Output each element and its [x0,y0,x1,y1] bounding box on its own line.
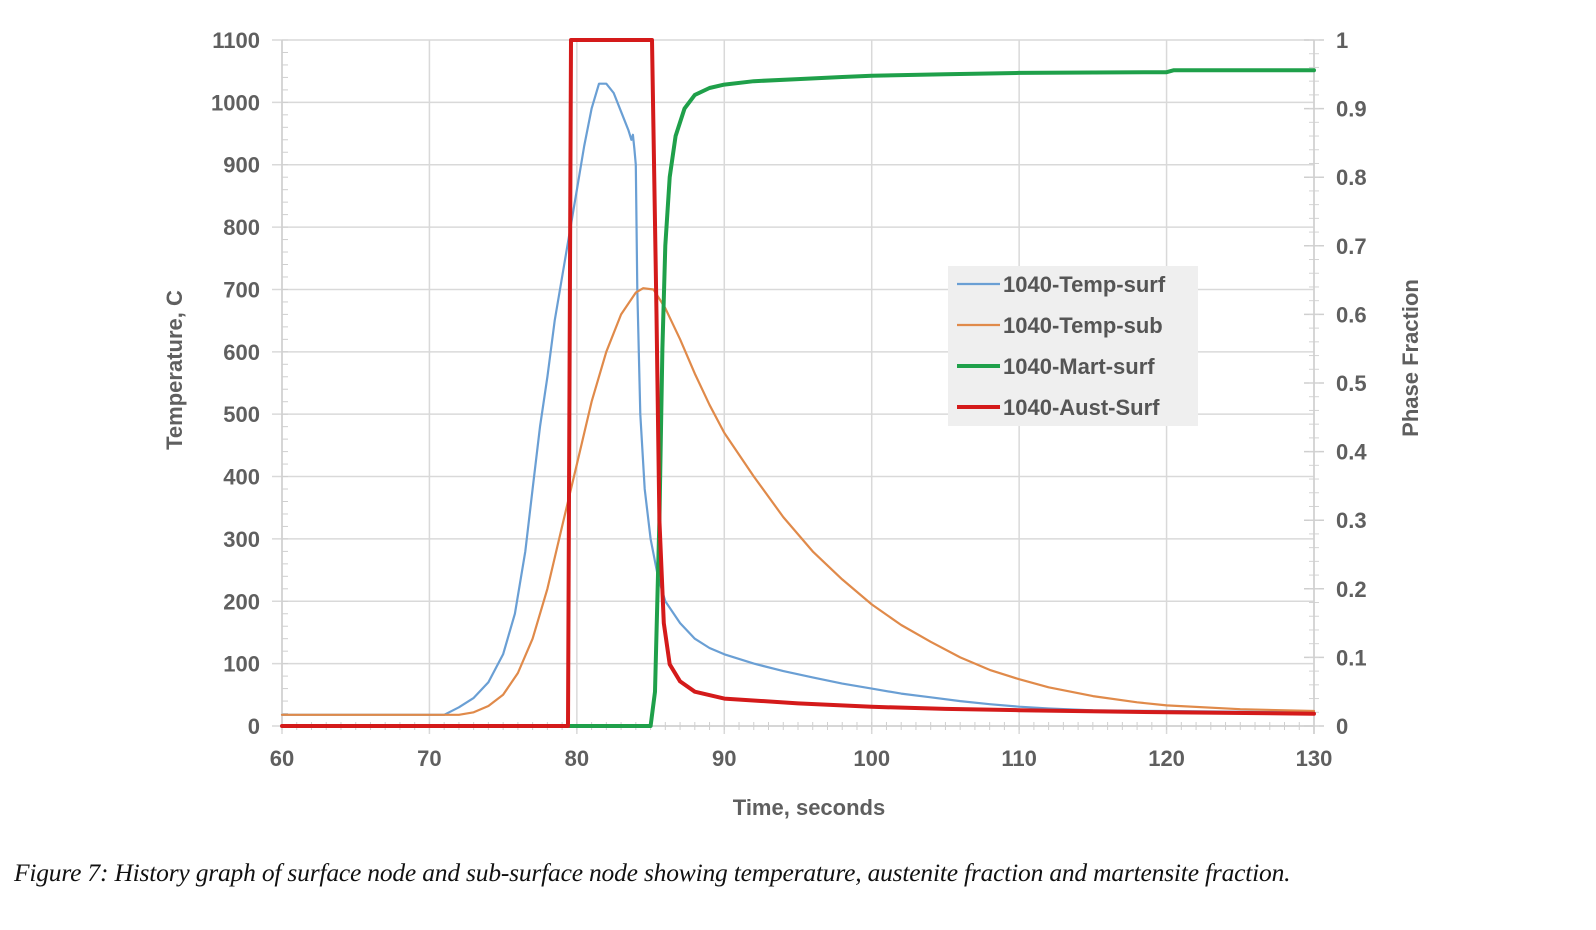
y-tick-label: 600 [223,340,260,365]
y-tick-label: 800 [223,215,260,240]
y-tick-label: 500 [223,402,260,427]
x-tick-label: 120 [1148,746,1185,771]
legend-label: 1040-Temp-sub [1003,313,1163,338]
legend-background [948,266,1198,426]
left-y-axis-ticks: 0 100 200 300 400 500 600 700 800 900 1000 1100 [211,28,260,739]
y2-tick-label: 0.3 [1336,508,1367,533]
x-tick-label: 110 [1001,746,1037,771]
legend-label: 1040-Temp-surf [1003,272,1166,297]
legend: 1040-Temp-surf 1040-Temp-sub 1040-Mart-sur… [948,266,1198,426]
y2-tick-label: 1 [1336,28,1348,53]
data-series [280,38,1316,728]
y2-tick-label: 0.2 [1336,577,1367,602]
y2-tick-label: 0.6 [1336,302,1367,327]
y2-tick-label: 0.8 [1336,165,1367,190]
x-tick-label: 70 [417,746,441,771]
y2-tick-label: 0.4 [1336,440,1367,465]
series-line-1040-mart-surf [567,68,1316,728]
y-tick-label: 1000 [211,90,260,115]
y-tick-label: 700 [223,277,260,302]
x-axis-title: Time, seconds [733,795,885,820]
y-tick-label: 100 [223,652,260,677]
y-tick-label: 900 [223,153,260,178]
series-line-1040-temp-sub [280,287,1316,716]
x-tick-label: 100 [853,746,890,771]
y-tick-label: 400 [223,465,260,490]
series-line-1040-aust-surf [280,38,1316,728]
y-tick-label: 0 [248,714,260,739]
y2-tick-label: 0.5 [1336,371,1367,396]
right-y-axis-ticks: 0 0.1 0.2 0.3 0.4 0.5 0.6 0.7 0.8 0.9 1 [1336,28,1367,739]
figure-caption: Figure 7: History graph of surface node … [14,858,1291,887]
legend-label: 1040-Aust-Surf [1003,395,1160,420]
series-line-1040-temp-surf [280,82,1316,716]
y-tick-label: 200 [223,589,260,614]
y-axis-title: Temperature, C [162,290,187,450]
x-tick-label: 90 [712,746,736,771]
y-tick-label: 1100 [212,28,260,53]
legend-label: 1040-Mart-surf [1003,354,1155,379]
y2-tick-label: 0.1 [1336,645,1367,670]
x-tick-label: 130 [1296,746,1333,771]
y2-axis-title: Phase Fraction [1398,279,1423,437]
y2-tick-label: 0.9 [1336,97,1367,122]
y2-tick-label: 0 [1336,714,1348,739]
x-tick-label: 60 [270,746,294,771]
x-axis-ticks: 60 70 80 90 100 110 120 130 [270,746,1333,771]
x-tick-label: 80 [565,746,589,771]
y-tick-label: 300 [223,527,260,552]
y2-tick-label: 0.7 [1336,234,1367,259]
